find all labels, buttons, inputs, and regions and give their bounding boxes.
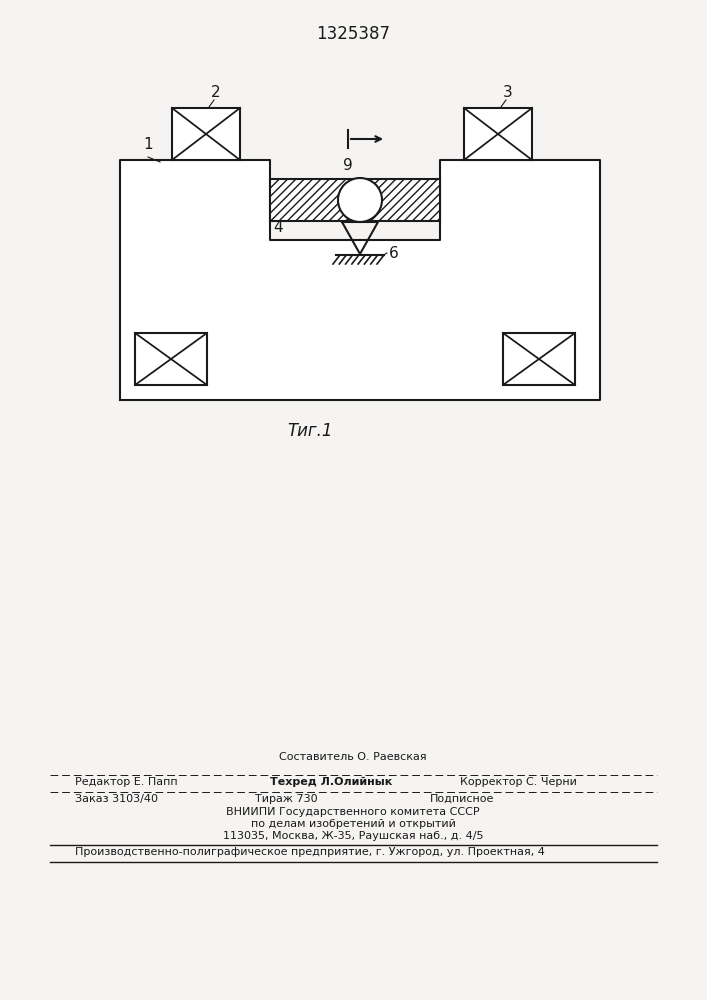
Bar <box>464 108 532 160</box>
Text: Редактор Е. Папп: Редактор Е. Папп <box>75 777 177 787</box>
Text: 113035, Москва, Ж-35, Раушская наб., д. 4/5: 113035, Москва, Ж-35, Раушская наб., д. … <box>223 831 484 841</box>
Bar <box>355 179 440 221</box>
Text: Подписное: Подписное <box>430 794 494 804</box>
Text: ВНИИПИ Государственного комитета СССР: ВНИИПИ Государственного комитета СССР <box>226 807 480 817</box>
Text: Техред Л.Олийнык: Техред Л.Олийнык <box>270 777 392 787</box>
Text: Производственно-полиграфическое предприятие, г. Ужгород, ул. Проектная, 4: Производственно-полиграфическое предприя… <box>75 847 545 857</box>
Text: Τиг.1: Τиг.1 <box>287 422 333 440</box>
Text: 9: 9 <box>343 158 353 173</box>
Bar <box>270 179 355 221</box>
Text: 1325387: 1325387 <box>316 25 390 43</box>
Text: 4: 4 <box>273 220 283 235</box>
Text: 2: 2 <box>211 85 221 100</box>
Text: Тираж 730: Тираж 730 <box>255 794 317 804</box>
Bar <box>172 108 240 160</box>
Text: 3: 3 <box>503 85 513 100</box>
Bar <box>503 333 575 385</box>
Text: 6: 6 <box>389 245 399 260</box>
Bar <box>135 333 207 385</box>
Text: Корректор С. Черни: Корректор С. Черни <box>460 777 577 787</box>
Text: Заказ 3103/40: Заказ 3103/40 <box>75 794 158 804</box>
Text: 1: 1 <box>144 137 153 152</box>
Polygon shape <box>120 160 600 400</box>
Text: Составитель О. Раевская: Составитель О. Раевская <box>279 752 427 762</box>
Circle shape <box>338 178 382 222</box>
Text: по делам изобретений и открытий: по делам изобретений и открытий <box>250 819 455 829</box>
